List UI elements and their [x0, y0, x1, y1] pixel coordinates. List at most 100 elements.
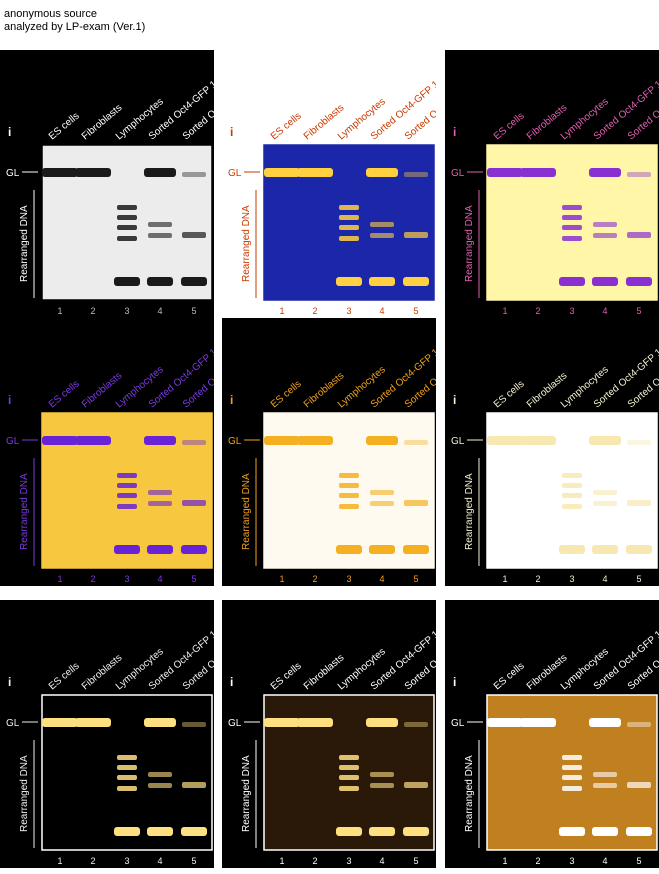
gl-label: GL	[228, 436, 242, 447]
gl-band	[297, 718, 333, 727]
source-line: anonymous source	[4, 8, 97, 20]
rearranged-band	[339, 765, 359, 770]
gl-band	[264, 436, 300, 445]
rearranged-band	[562, 483, 582, 488]
rearranged-band	[117, 215, 137, 220]
gel-panel-edge-medium: GL Rearranged DNA i ES cells Fibroblasts Lymp…	[222, 600, 436, 868]
low-band	[626, 277, 652, 286]
panel-letter: i	[230, 393, 233, 407]
low-band	[336, 545, 362, 554]
rearranged-band	[117, 504, 137, 509]
rearranged-band	[182, 232, 206, 238]
rearranged-band	[339, 215, 359, 220]
rearranged-band	[117, 236, 137, 241]
lane-number: 4	[602, 574, 607, 584]
lane-number: 4	[157, 574, 162, 584]
lane-number: 3	[569, 574, 574, 584]
panel-letter: i	[8, 675, 11, 689]
lane-number: 3	[569, 306, 574, 316]
lane-number: 3	[346, 856, 351, 866]
rearranged-dna-label: Rearranged DNA	[241, 755, 252, 832]
low-band	[369, 827, 395, 836]
low-band	[147, 827, 173, 836]
low-band	[181, 545, 207, 554]
lane-number: 1	[502, 574, 507, 584]
gel-panel-fire-white: GL Rearranged DNA i ES cells Fibroblasts Lymp…	[445, 318, 659, 586]
gl-band	[366, 436, 398, 445]
lane-number: 1	[279, 856, 284, 866]
rearranged-band	[562, 236, 582, 241]
low-band	[181, 277, 207, 286]
lane-number: 5	[191, 856, 196, 866]
lane-number: 4	[602, 856, 607, 866]
lane-number: 1	[57, 306, 62, 316]
gl-band	[75, 718, 111, 727]
lane-number: 2	[312, 856, 317, 866]
rearranged-dna-label: Rearranged DNA	[464, 205, 475, 282]
rearranged-band	[593, 783, 617, 788]
gel-panel-grayscale: GL Rearranged DNA i ES cells Fibroblasts Lymp…	[0, 50, 214, 318]
gl-label: GL	[6, 718, 20, 729]
rearranged-band	[593, 772, 617, 777]
gl-band	[42, 168, 78, 177]
gl-band	[589, 718, 621, 727]
rearranged-band	[562, 765, 582, 770]
rearranged-band	[117, 225, 137, 230]
panel-letter: i	[230, 125, 233, 139]
rearranged-band	[562, 755, 582, 760]
gl-band	[42, 436, 78, 445]
panel-letter: i	[453, 675, 456, 689]
low-band	[403, 277, 429, 286]
rearranged-band	[370, 783, 394, 788]
rearranged-band	[562, 473, 582, 478]
gl-band	[589, 168, 621, 177]
rearranged-band	[117, 493, 137, 498]
gl-band	[182, 172, 206, 177]
rearranged-band	[593, 490, 617, 495]
rearranged-dna-label: Rearranged DNA	[241, 205, 252, 282]
gl-label: GL	[451, 168, 465, 179]
lane-number: 4	[602, 306, 607, 316]
rearranged-band	[117, 786, 137, 791]
gl-band	[520, 718, 556, 727]
gl-label: GL	[451, 718, 465, 729]
lane-number: 4	[157, 856, 162, 866]
rearranged-band	[339, 473, 359, 478]
gl-band	[520, 436, 556, 445]
lane-number: 2	[90, 306, 95, 316]
gl-band	[75, 168, 111, 177]
gl-band	[182, 440, 206, 445]
rearranged-band	[562, 775, 582, 780]
rearranged-band	[562, 215, 582, 220]
low-band	[403, 827, 429, 836]
gl-band	[404, 172, 428, 177]
gl-label: GL	[6, 168, 20, 179]
rearranged-band	[404, 782, 428, 788]
rearranged-band	[339, 775, 359, 780]
low-band	[369, 545, 395, 554]
lane-number: 4	[379, 306, 384, 316]
gel-panel-edge-dense: GL Rearranged DNA i ES cells Fibroblasts Lymp…	[445, 600, 659, 868]
lane-number: 2	[90, 574, 95, 584]
rearranged-dna-label: Rearranged DNA	[19, 755, 30, 832]
gl-label: GL	[6, 436, 20, 447]
low-band	[559, 277, 585, 286]
lane-number: 5	[413, 306, 418, 316]
lane-number: 2	[535, 306, 540, 316]
lane-number: 5	[413, 574, 418, 584]
lane-number: 5	[191, 306, 196, 316]
gel-panel-edge-sparse: GL Rearranged DNA i ES cells Fibroblasts Lymp…	[0, 600, 214, 868]
rearranged-band	[627, 500, 651, 506]
rearranged-band	[339, 504, 359, 509]
gl-band	[487, 168, 523, 177]
lane-number: 2	[312, 306, 317, 316]
panel-letter: i	[453, 125, 456, 139]
rearranged-band	[562, 225, 582, 230]
rearranged-band	[370, 772, 394, 777]
rearranged-band	[148, 490, 172, 495]
